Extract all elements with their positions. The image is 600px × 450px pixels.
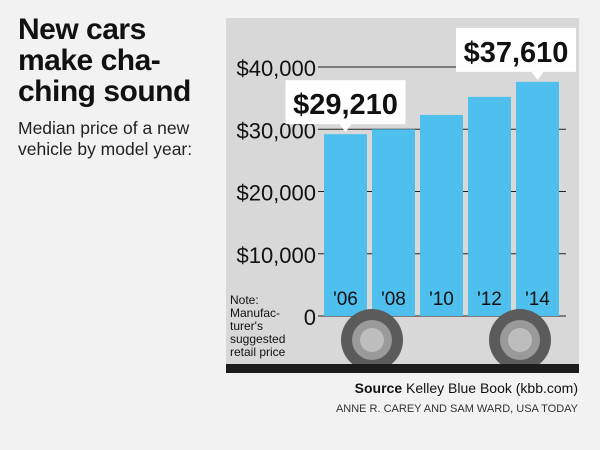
wheel-hub xyxy=(508,328,532,352)
x-tick-label: '14 xyxy=(525,289,550,310)
value-callout-box xyxy=(285,80,406,125)
chart-title: New cars make cha- ching sound xyxy=(18,13,191,108)
source-text: Kelley Blue Book (kbb.com) xyxy=(406,380,578,396)
y-tick-label: $10,000 xyxy=(236,243,316,268)
value-callout-pointer xyxy=(339,124,352,133)
x-tick-label: '10 xyxy=(429,289,454,310)
y-tick-label: $20,000 xyxy=(236,181,316,206)
value-callout-label: $29,210 xyxy=(293,89,398,121)
credit-line: ANNE R. CAREY AND SAM WARD, USA TODAY xyxy=(335,403,578,415)
chart-subtitle: Median price of a new vehicle by model y… xyxy=(18,118,193,159)
x-tick-label: '06 xyxy=(333,289,358,310)
value-callout-pointer xyxy=(531,71,544,80)
value-callout-box xyxy=(456,27,576,72)
bar-1 xyxy=(372,129,415,316)
chart-note: Note: Manufac- turer's suggested retail … xyxy=(230,293,286,359)
ground-line xyxy=(226,364,579,373)
x-tick-label: '08 xyxy=(381,289,406,310)
source-line: Source Kelley Blue Book (kbb.com) xyxy=(355,380,578,396)
y-tick-label: $40,000 xyxy=(236,56,316,81)
bar-2 xyxy=(420,114,463,317)
wheel-hub xyxy=(360,328,384,352)
y-tick-label: 0 xyxy=(304,305,316,330)
bar-4 xyxy=(516,81,559,316)
value-callout-label: $37,610 xyxy=(464,37,569,69)
x-tick-label: '12 xyxy=(477,289,502,310)
bar-0 xyxy=(324,134,367,316)
bar-3 xyxy=(468,96,511,316)
source-label: Source xyxy=(354,380,403,396)
